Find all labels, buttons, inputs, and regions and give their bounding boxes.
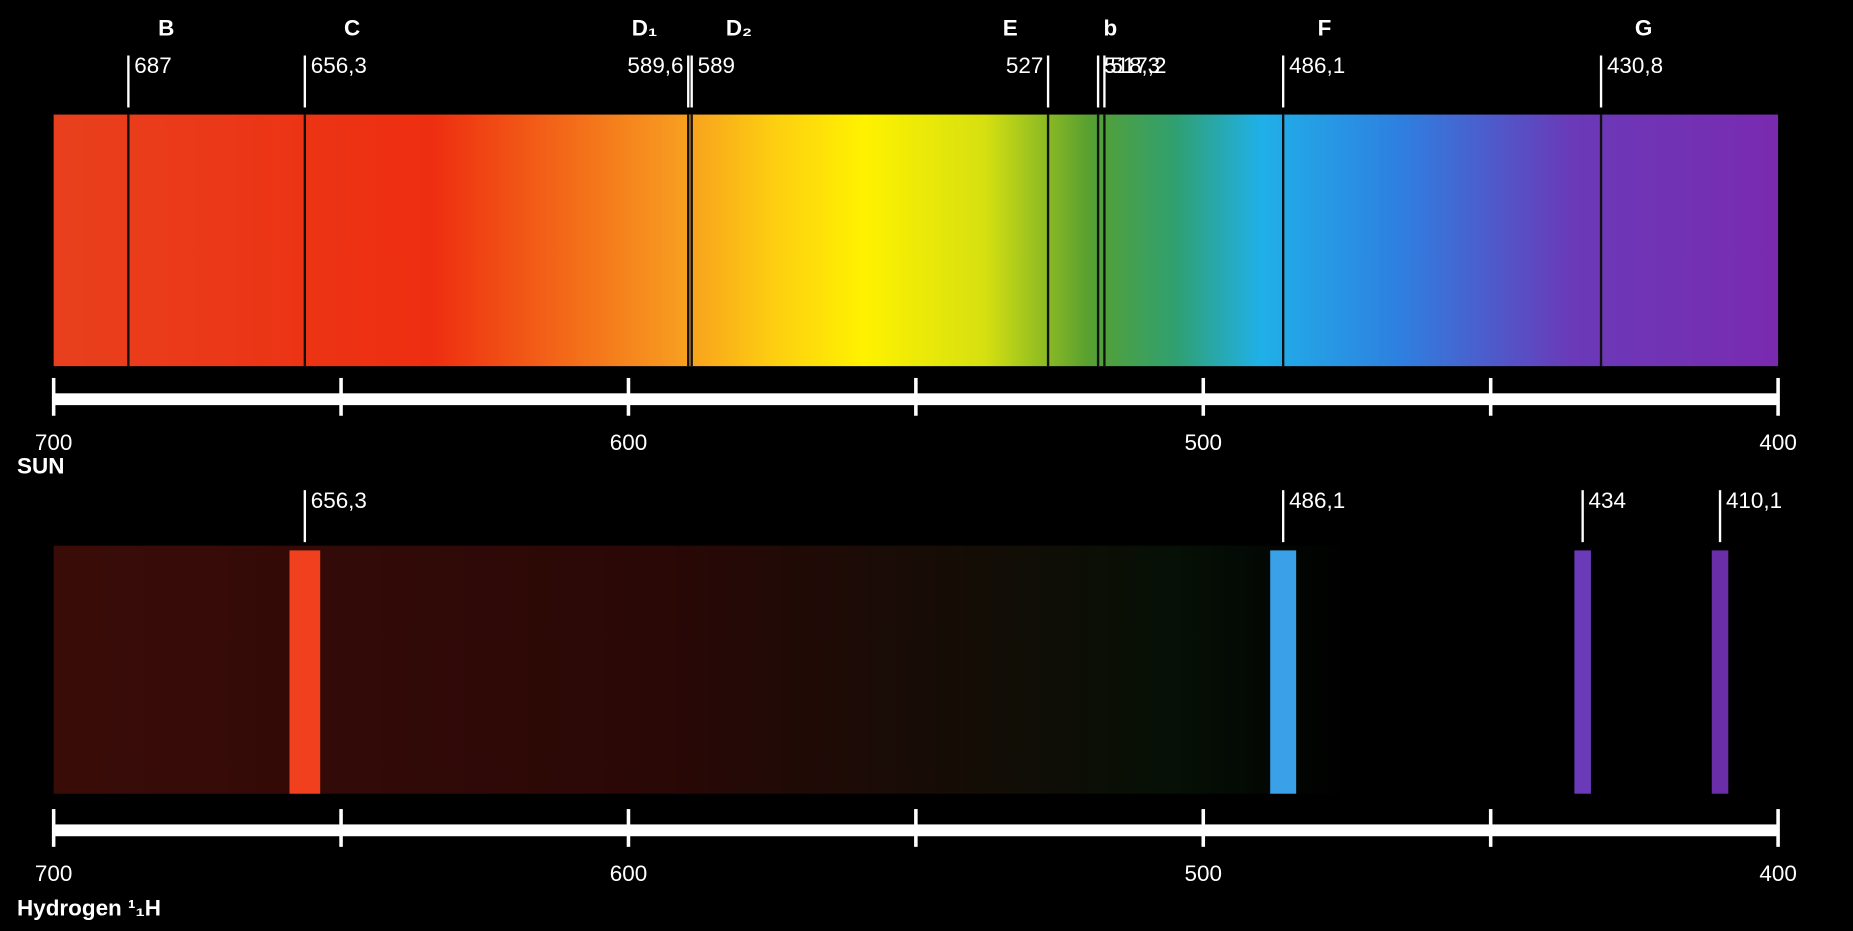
tick-label: 500	[1185, 430, 1222, 455]
wavelength-label: 434	[1589, 488, 1626, 513]
spectrum-label: SUN	[17, 454, 64, 479]
wavelength-label: 589,6	[627, 53, 683, 78]
tick-label: 400	[1759, 430, 1796, 455]
wavelength-label: 410,1	[1726, 488, 1782, 513]
emission-line	[1270, 550, 1296, 793]
spectrum-label: Hydrogen ¹₁H	[17, 895, 161, 920]
wavelength-label: 589	[698, 53, 735, 78]
wavelength-label: 486,1	[1289, 488, 1345, 513]
emission-line	[1712, 550, 1729, 793]
wavelength-label: 517,2	[1110, 53, 1166, 78]
tick-label: 600	[610, 861, 647, 886]
tick-label: 400	[1759, 861, 1796, 886]
wavelength-label: 656,3	[311, 53, 367, 78]
line-name: C	[344, 15, 360, 40]
line-name: F	[1318, 15, 1332, 40]
line-name: E	[1003, 15, 1018, 40]
wavelength-label: 486,1	[1289, 53, 1345, 78]
tick-label: 700	[35, 861, 72, 886]
tick-label: 700	[35, 430, 72, 455]
line-name: B	[158, 15, 174, 40]
spectra-figure: 700 600 500 400 SUN 687 B 656,3 C 589,6 D₁ 589 D₂ 527…	[0, 0, 1853, 926]
line-name: D₁	[632, 15, 657, 40]
tick-label: 500	[1185, 861, 1222, 886]
tick-label: 600	[610, 430, 647, 455]
solar-spectrum	[54, 115, 1778, 367]
wavelength-label: 430,8	[1607, 53, 1663, 78]
line-name: D₂	[726, 15, 752, 40]
wavelength-label: 687	[134, 53, 171, 78]
wavelength-label: 656,3	[311, 488, 367, 513]
line-name: b	[1103, 15, 1117, 40]
emission-line	[289, 550, 320, 793]
emission-line	[1574, 550, 1591, 793]
line-name: G	[1635, 15, 1652, 40]
wavelength-label: 527	[1006, 53, 1043, 78]
